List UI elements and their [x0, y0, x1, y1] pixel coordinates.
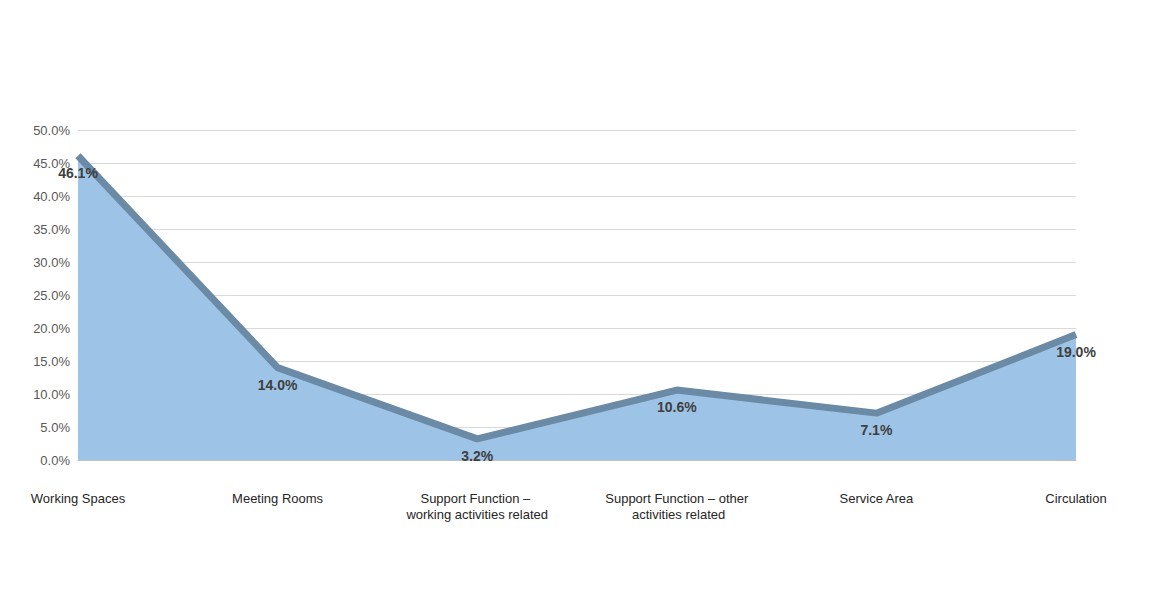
svg-text:Working Spaces: Working Spaces [31, 491, 126, 506]
svg-text:Support Function –: Support Function – [420, 491, 533, 506]
svg-text:20.0%: 20.0% [33, 321, 70, 336]
svg-text:activities related: activities related [628, 507, 725, 522]
svg-text:25.0%: 25.0% [33, 288, 70, 303]
svg-text:15.0%: 15.0% [33, 354, 70, 369]
svg-text:19.0%: 19.0% [1056, 344, 1096, 360]
svg-text:45.0%: 45.0% [33, 155, 70, 171]
svg-text:Service Area: Service Area [840, 491, 914, 506]
svg-text:7.1%: 7.1% [860, 422, 892, 438]
svg-text:46.1%: 46.1% [58, 165, 98, 181]
svg-text:0.0%: 0.0% [40, 453, 70, 468]
svg-text:Circulation: Circulation [1045, 491, 1106, 506]
svg-text:10.6%: 10.6% [657, 399, 697, 415]
svg-text:Support Function – other: Support Function – other [605, 491, 749, 506]
svg-text:40.0%: 40.0% [33, 189, 70, 204]
svg-text:3.2%: 3.2% [461, 448, 493, 464]
svg-text:14.0%: 14.0% [258, 377, 298, 393]
svg-text:Meeting Rooms: Meeting Rooms [232, 491, 324, 506]
svg-text:50.0%: 50.0% [33, 123, 70, 138]
svg-text:10.0%: 10.0% [33, 387, 70, 402]
svg-text:30.0%: 30.0% [33, 255, 70, 270]
svg-text:35.0%: 35.0% [33, 222, 70, 237]
svg-text:working activities related: working activities related [405, 507, 548, 522]
svg-text:5.0%: 5.0% [40, 420, 70, 435]
